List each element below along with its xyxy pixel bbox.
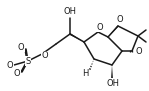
Text: S: S [25,57,31,66]
Text: O: O [14,70,20,79]
Text: O: O [7,61,13,70]
Text: OH: OH [107,80,119,89]
Text: O: O [136,47,142,56]
Text: H: H [82,69,88,78]
Text: O: O [117,14,123,23]
Text: O: O [97,22,103,31]
Text: OH: OH [63,7,76,16]
Polygon shape [111,65,113,78]
Text: O: O [42,52,48,61]
Text: O: O [18,42,24,52]
Polygon shape [108,25,119,37]
Polygon shape [70,33,84,42]
